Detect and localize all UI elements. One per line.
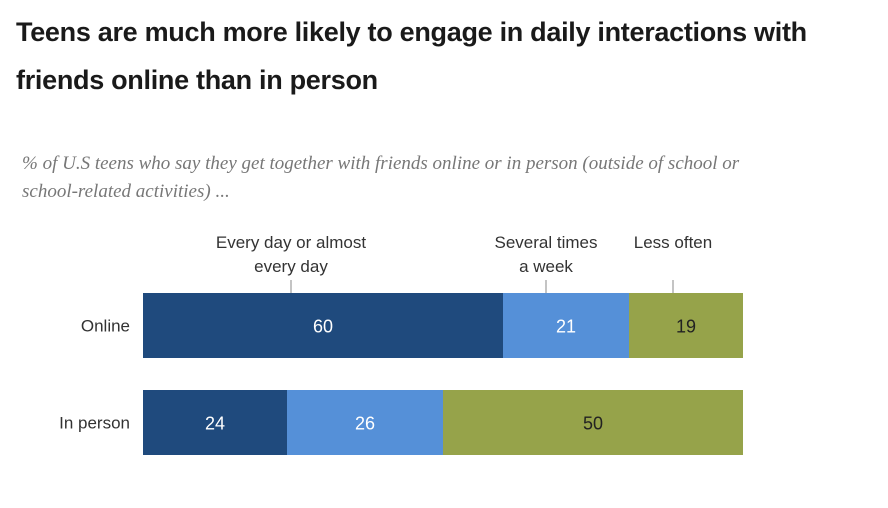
data-label: 60 — [313, 317, 333, 337]
data-label: 50 — [583, 414, 603, 434]
stacked-bar-chart: Every day or almost every day Several time… — [59, 233, 743, 455]
legend-label-1: Every day or almost every day — [216, 233, 366, 276]
chart-title: Teens are much more likely to engage in … — [16, 17, 807, 95]
category-label: Online — [81, 317, 130, 336]
bar-segment — [143, 390, 287, 455]
bar-segment — [629, 293, 743, 358]
data-label: 26 — [355, 414, 375, 434]
category-label: In person — [59, 414, 130, 433]
bar-segment — [287, 390, 443, 455]
bar-segment — [143, 293, 503, 358]
data-label: 21 — [556, 317, 576, 337]
legend-label-3: Less often — [634, 233, 712, 252]
bar-segment — [443, 390, 743, 455]
chart-subtitle: % of U.S teens who say they get together… — [22, 153, 740, 202]
data-label: 24 — [205, 414, 225, 434]
bar-segment — [503, 293, 629, 358]
data-label: 19 — [676, 317, 696, 337]
legend-label-2: Several times a week — [495, 233, 598, 276]
